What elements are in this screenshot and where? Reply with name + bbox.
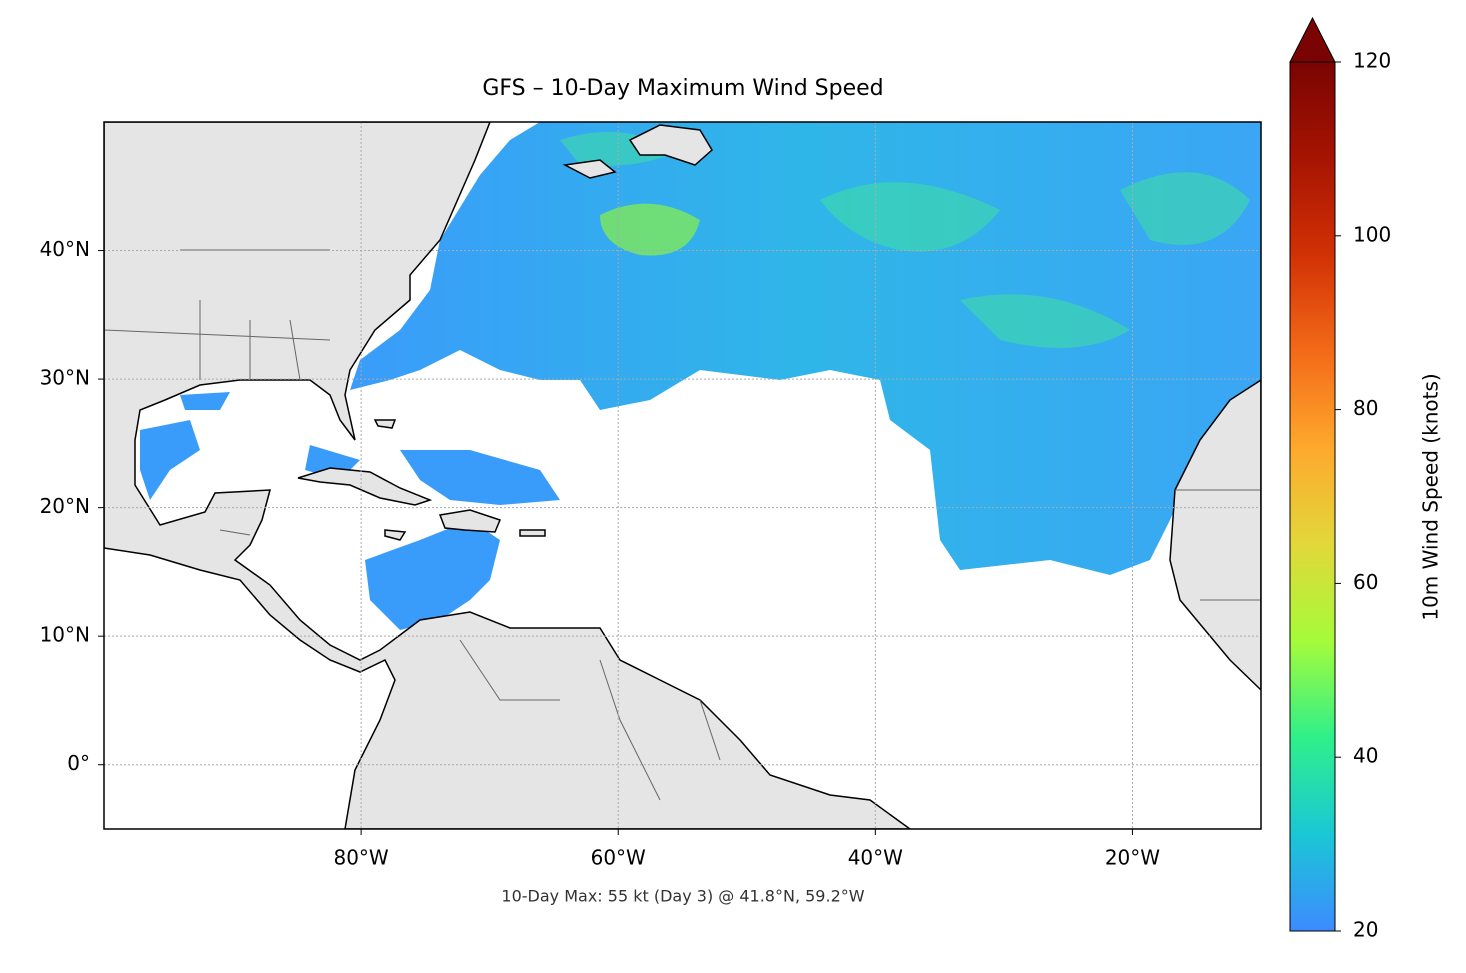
y-tick-label: 0° bbox=[67, 751, 90, 775]
wind-streak bbox=[560, 132, 1250, 348]
colorbar bbox=[1289, 61, 1336, 932]
colorbar-tick-label: 20 bbox=[1353, 918, 1378, 942]
grid bbox=[104, 122, 1261, 829]
land-cuba bbox=[297, 467, 433, 506]
wind-gulf bbox=[140, 392, 230, 500]
colorbar-tick-label: 60 bbox=[1353, 570, 1378, 594]
y-tick-label: 20°N bbox=[40, 494, 90, 518]
map-frame bbox=[103, 121, 1262, 830]
colorbar-label: 10m Wind Speed (knots) bbox=[1419, 373, 1443, 620]
land-africa bbox=[1169, 379, 1261, 692]
y-tick-label: 10°N bbox=[40, 623, 90, 647]
colorbar-tick-label: 40 bbox=[1353, 744, 1378, 768]
wind-field bbox=[350, 122, 1261, 575]
colorbar-extend bbox=[1289, 16, 1336, 63]
wind-maximum bbox=[600, 203, 700, 256]
y-tick-label: 40°N bbox=[40, 237, 90, 261]
colorbar-tick-label: 120 bbox=[1353, 49, 1391, 73]
annotation: 10-Day Max: 55 kt (Day 3) @ 41.8°N, 59.2… bbox=[501, 887, 864, 906]
wind-caribbean bbox=[305, 445, 560, 630]
colorbar-tick-label: 100 bbox=[1353, 222, 1391, 246]
x-tick-label: 60°W bbox=[591, 846, 646, 870]
x-tick-label: 40°W bbox=[848, 846, 903, 870]
y-tick-label: 30°N bbox=[40, 366, 90, 390]
x-tick-label: 20°W bbox=[1105, 846, 1160, 870]
land-americas bbox=[104, 122, 912, 829]
country-borders bbox=[104, 249, 1261, 801]
map-area bbox=[104, 122, 1261, 829]
map-title: GFS – 10-Day Maximum Wind Speed bbox=[482, 76, 883, 101]
land-hispaniola bbox=[373, 419, 546, 541]
colorbar-tick-label: 80 bbox=[1353, 396, 1378, 420]
x-tick-label: 80°W bbox=[333, 846, 388, 870]
land-newfoundland bbox=[562, 124, 713, 179]
